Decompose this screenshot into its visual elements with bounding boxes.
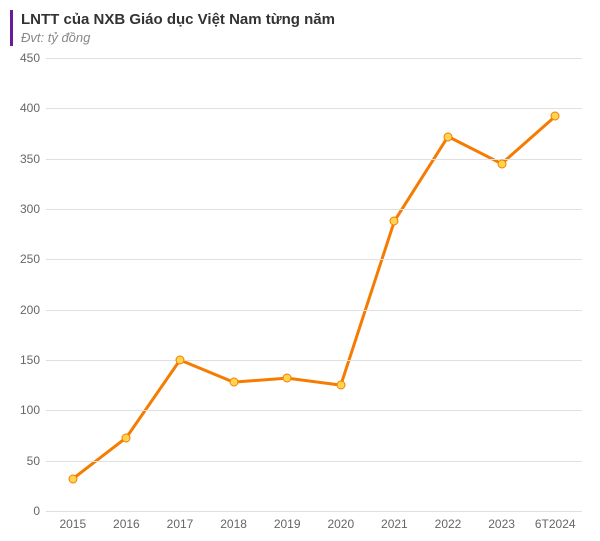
chart-title: LNTT của NXB Giáo dục Việt Nam từng năm — [21, 10, 582, 30]
gridline — [46, 58, 582, 59]
y-axis-label: 100 — [20, 403, 46, 417]
data-marker — [336, 381, 345, 390]
gridline — [46, 209, 582, 210]
gridline — [46, 108, 582, 109]
gridline — [46, 461, 582, 462]
x-axis-label: 2015 — [59, 511, 86, 531]
chart-subtitle: Đvt: tỷ đồng — [21, 30, 582, 47]
y-axis-label: 400 — [20, 101, 46, 115]
y-axis-label: 200 — [20, 303, 46, 317]
data-marker — [497, 159, 506, 168]
data-marker — [176, 355, 185, 364]
x-axis-label: 2017 — [167, 511, 194, 531]
x-axis-label: 2016 — [113, 511, 140, 531]
x-axis-label: 2019 — [274, 511, 301, 531]
title-block: LNTT của NXB Giáo dục Việt Nam từng năm … — [10, 10, 582, 46]
x-axis-label: 6T2024 — [535, 511, 576, 531]
chart-container: LNTT của NXB Giáo dục Việt Nam từng năm … — [0, 0, 600, 541]
gridline — [46, 410, 582, 411]
y-axis-label: 300 — [20, 202, 46, 216]
y-axis-label: 0 — [33, 504, 46, 518]
data-marker — [122, 433, 131, 442]
data-marker — [390, 217, 399, 226]
y-axis-label: 450 — [20, 51, 46, 65]
data-marker — [283, 374, 292, 383]
data-marker — [229, 378, 238, 387]
data-marker — [444, 132, 453, 141]
x-axis-label: 2022 — [435, 511, 462, 531]
gridline — [46, 259, 582, 260]
gridline — [46, 360, 582, 361]
y-axis-label: 150 — [20, 353, 46, 367]
y-axis-label: 250 — [20, 252, 46, 266]
x-axis-label: 2020 — [327, 511, 354, 531]
plot-area: 0501001502002503003504004502015201620172… — [46, 58, 582, 511]
line-path — [46, 58, 582, 511]
x-axis-label: 2018 — [220, 511, 247, 531]
data-marker — [551, 112, 560, 121]
x-axis-label: 2021 — [381, 511, 408, 531]
data-marker — [68, 474, 77, 483]
x-axis-label: 2023 — [488, 511, 515, 531]
gridline — [46, 310, 582, 311]
y-axis-label: 50 — [27, 454, 46, 468]
y-axis-label: 350 — [20, 152, 46, 166]
